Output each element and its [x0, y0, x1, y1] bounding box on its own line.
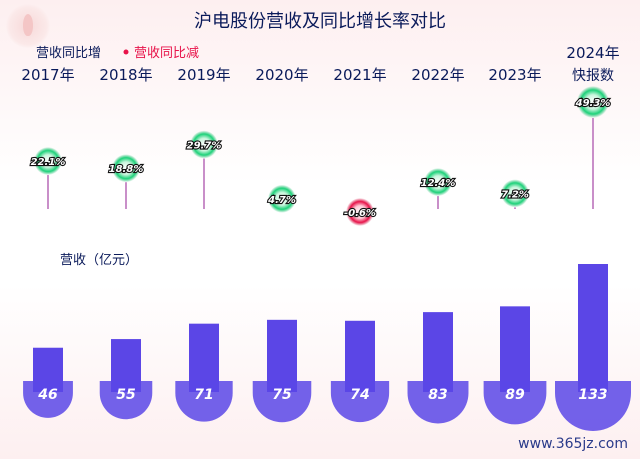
- revenue-bar: [500, 306, 530, 392]
- growth-data-label: 49.3%: [575, 98, 611, 109]
- x-tick-sublabel: 快报数: [572, 68, 614, 84]
- growth-data-label: 22.1%: [31, 157, 66, 168]
- growth-data-label: -0.6%: [344, 208, 376, 219]
- growth-marker-increase: [268, 184, 296, 213]
- growth-marker-increase: [34, 147, 62, 176]
- growth-marker-increase: [577, 86, 609, 119]
- x-tick-label: 2018年: [99, 66, 152, 84]
- revenue-bubble: [483, 381, 547, 425]
- chart-marks: 2017年 22.1% 46 2018年 18.8% 55 2019年 29.7% 71 2020…: [21, 44, 631, 431]
- revenue-bubble: [175, 381, 233, 422]
- growth-marker-increase: [112, 154, 140, 183]
- x-tick-label: 2024年: [566, 44, 619, 62]
- revenue-data-label: 71: [194, 387, 213, 403]
- revenue-bubble: [330, 381, 390, 423]
- growth-data-label: 7.2%: [501, 189, 529, 200]
- legend-decrease: 营收同比减: [134, 46, 199, 61]
- x-tick-label: 2022年: [411, 66, 464, 84]
- revenue-bubble: [407, 381, 469, 424]
- x-tick-label: 2017年: [21, 66, 74, 84]
- revenue-data-label: 89: [505, 387, 525, 403]
- legend-decrease-dot: [123, 49, 129, 55]
- growth-data-label: 29.7%: [187, 141, 222, 152]
- revenue-bar: [345, 320, 375, 392]
- x-tick-label: 2019年: [177, 66, 230, 84]
- logo: [6, 4, 50, 48]
- revenue-bubble: [555, 381, 631, 431]
- growth-data-label: 12.4%: [421, 178, 456, 189]
- growth-marker-increase: [190, 130, 218, 159]
- revenue-bar: [578, 264, 608, 392]
- watermark: www.365jz.com: [518, 436, 628, 452]
- x-tick-label: 2021年: [333, 66, 386, 84]
- revenue-label: 营收（亿元）: [60, 253, 138, 268]
- revenue-bar: [423, 312, 453, 392]
- revenue-data-label: 75: [272, 387, 292, 403]
- growth-data-label: 18.8%: [109, 164, 144, 175]
- legend-increase: 营收同比增: [36, 46, 101, 61]
- revenue-bubble: [252, 381, 312, 423]
- chart-title: 沪电股份营收及同比增长率对比: [194, 11, 446, 32]
- revenue-data-label: 46: [37, 387, 58, 403]
- revenue-data-label: 83: [428, 387, 447, 403]
- revenue-bubble: [23, 381, 73, 418]
- growth-marker-increase: [424, 168, 452, 197]
- growth-marker-increase: [501, 179, 529, 208]
- revenue-bar: [267, 319, 297, 392]
- revenue-bubble: [99, 381, 153, 420]
- revenue-data-label: 133: [578, 387, 607, 403]
- growth-data-label: 4.7%: [267, 195, 296, 206]
- revenue-data-label: 55: [116, 387, 136, 403]
- revenue-data-label: 74: [350, 387, 369, 403]
- growth-marker-decrease: [346, 198, 374, 226]
- x-tick-label: 2023年: [488, 66, 541, 84]
- revenue-bar: [189, 323, 219, 392]
- x-tick-label: 2020年: [255, 66, 308, 84]
